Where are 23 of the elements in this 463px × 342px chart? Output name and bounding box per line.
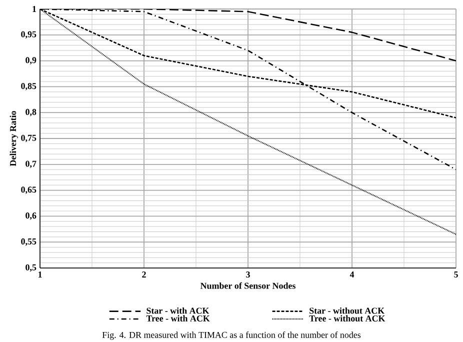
x-tick-label: 4 — [350, 272, 354, 278]
legend-label: Star - without ACK — [310, 307, 384, 314]
y-tick-label: 0,95 — [21, 31, 36, 39]
y-tick-label: 0,6 — [26, 212, 36, 220]
y-tick-label: 0,5 — [26, 264, 36, 272]
x-tick-label: 2 — [142, 272, 146, 278]
legend-label: Star - with ACK — [146, 307, 210, 314]
legend-label: Tree - without ACK — [309, 315, 386, 322]
x-tick-label: 1 — [38, 272, 42, 278]
x-tick-label: 3 — [246, 272, 250, 278]
y-tick-label: 0,55 — [21, 238, 36, 246]
y-tick-label: 0,8 — [26, 108, 36, 116]
y-tick-label: 0,85 — [21, 83, 36, 90]
y-tick-label: 0,75 — [21, 134, 36, 142]
caption: Fig. 4. DR measured with TIMAC as a function of the number of nodes — [102, 332, 361, 340]
x-axis-title: Number of Sensor Nodes — [200, 282, 296, 289]
y-tick-label: 1 — [32, 6, 36, 12]
x-tick-label: 5 — [454, 272, 458, 278]
y-axis-title: Delivery Ratio — [10, 111, 18, 166]
legend-label: Tree - with ACK — [146, 315, 210, 322]
y-tick-label: 0,9 — [26, 57, 36, 64]
y-tick-label: 0,65 — [21, 186, 36, 194]
y-tick-label: 0,7 — [26, 160, 36, 168]
